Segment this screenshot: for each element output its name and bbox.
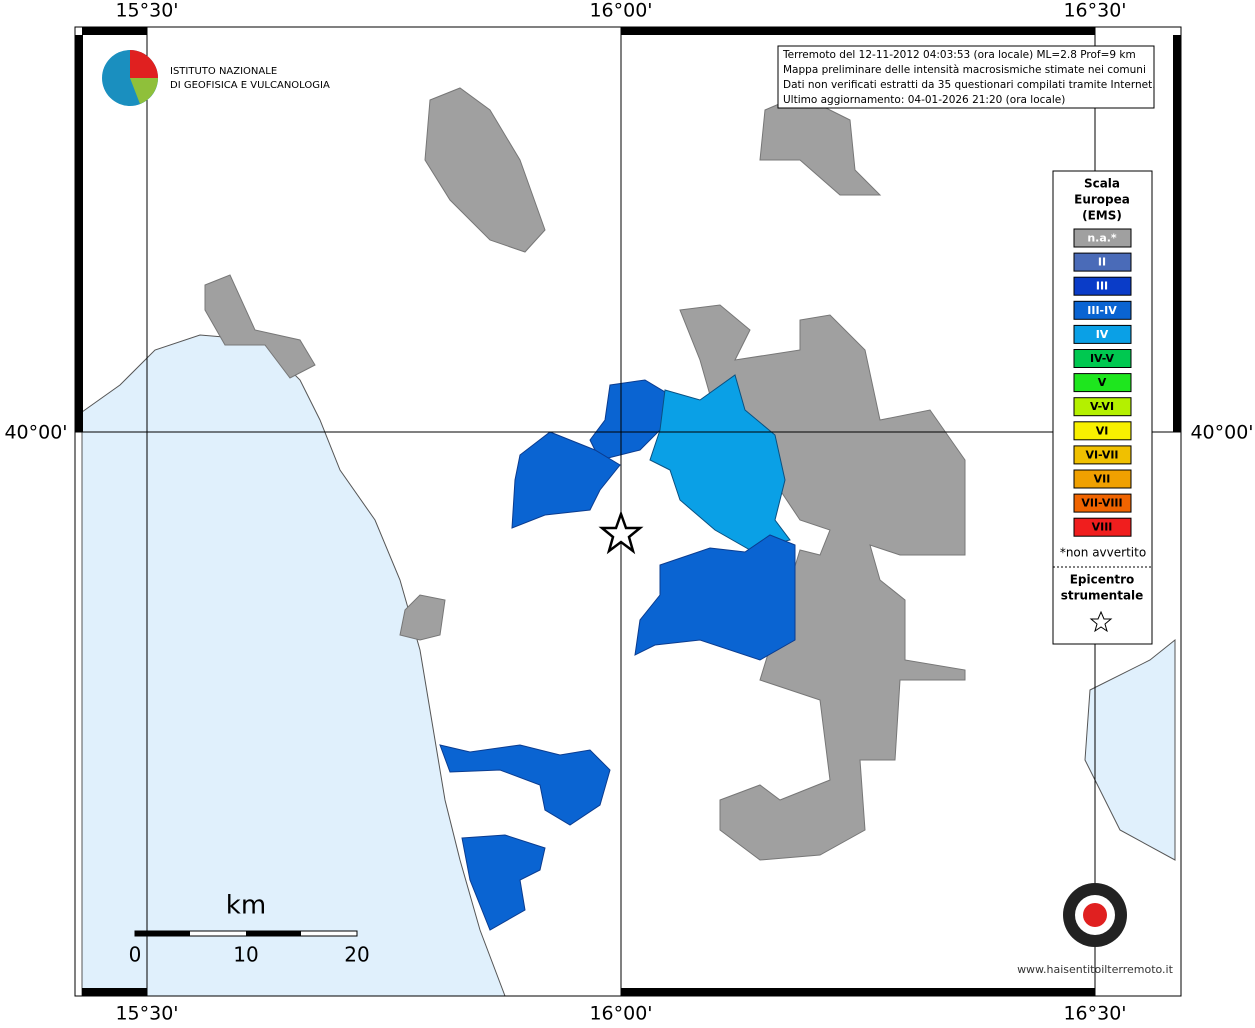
info-line: Mappa preliminare delle intensità macros… <box>783 64 1146 76</box>
info-line: Dati non verificati estratti da 35 quest… <box>783 79 1156 91</box>
legend-label: VIII <box>1092 521 1113 534</box>
legend-swatch <box>1073 421 1132 441</box>
legend-epicenter-title: Epicentro <box>1070 573 1135 587</box>
scale-bar: km 0 10 20 <box>129 891 370 967</box>
epicenter <box>598 510 644 555</box>
legend-swatch <box>1073 373 1132 393</box>
legend-label: IV <box>1096 328 1109 341</box>
info-line: Terremoto del 12-11-2012 04:03:53 (ora l… <box>782 49 1136 61</box>
logo: ISTITUTO NAZIONALE DI GEOFISICA E VULCAN… <box>102 50 330 106</box>
legend-epicenter-title: strumentale <box>1061 589 1144 603</box>
sea <box>81 334 506 997</box>
legend-swatch <box>1073 252 1132 272</box>
website-logo: www.haisentitoilterremoto.it <box>1017 883 1174 976</box>
lon-label: 16°30' <box>1063 1003 1126 1025</box>
legend-swatch <box>1073 397 1132 417</box>
legend-label: VII <box>1094 473 1111 486</box>
legend-label: IV-V <box>1090 352 1115 365</box>
lon-label: 16°00' <box>589 0 652 22</box>
lat-label: 40°00' <box>1190 422 1253 444</box>
legend-title: Europea <box>1074 193 1130 207</box>
legend-swatch <box>1073 276 1132 296</box>
legend-swatch <box>1073 228 1132 248</box>
sea <box>1084 638 1176 861</box>
legend-label: V <box>1098 376 1107 389</box>
logo-text: DI GEOFISICA E VULCANOLOGIA <box>170 80 330 91</box>
legend-label: II <box>1098 256 1106 269</box>
legend: ScalaEuropea(EMS)n.a.*IIIIIIII-IVIVIV-VV… <box>1052 170 1153 645</box>
legend-label: III <box>1096 280 1108 293</box>
lon-label: 16°30' <box>1063 0 1126 22</box>
legend-swatch <box>1073 300 1132 320</box>
lon-label: 16°00' <box>589 1003 652 1025</box>
legend-swatch <box>1073 493 1132 513</box>
map-area <box>74 26 1182 997</box>
legend-label: VI-VII <box>1085 448 1118 461</box>
legend-swatch <box>1073 324 1132 344</box>
logo-text: ISTITUTO NAZIONALE <box>170 66 277 77</box>
scale-unit: km <box>226 891 266 921</box>
legend-epicenter <box>1089 610 1113 633</box>
info-box: Terremoto del 12-11-2012 04:03:53 (ora l… <box>777 45 1156 109</box>
legend-label: n.a.* <box>1087 232 1117 245</box>
legend-note: *non avvertito <box>1060 546 1146 560</box>
legend-label: VII-VIII <box>1081 497 1122 510</box>
legend-swatch <box>1073 469 1132 489</box>
scale-tick-label: 20 <box>344 943 369 967</box>
info-line: Ultimo aggiornamento: 04-01-2026 21:20 (… <box>783 94 1065 106</box>
website: www.haisentitoilterremoto.it <box>1017 963 1174 976</box>
legend-title: Scala <box>1084 177 1120 191</box>
scale-tick-label: 0 <box>129 943 142 967</box>
lat-label: 40°00' <box>4 422 67 444</box>
scale-tick-label: 10 <box>233 943 258 967</box>
legend-label: V-VI <box>1090 400 1114 413</box>
lon-label: 15°30' <box>115 0 178 22</box>
frame-ticks <box>75 27 1181 996</box>
municipalities <box>204 87 966 931</box>
legend-swatch <box>1073 445 1132 465</box>
legend-swatch <box>1073 517 1132 537</box>
legend-title: (EMS) <box>1082 209 1122 223</box>
legend-swatch <box>1073 349 1132 368</box>
lon-label: 15°30' <box>115 1003 178 1025</box>
legend-label: III-IV <box>1087 304 1117 317</box>
legend-label: VI <box>1096 424 1109 437</box>
